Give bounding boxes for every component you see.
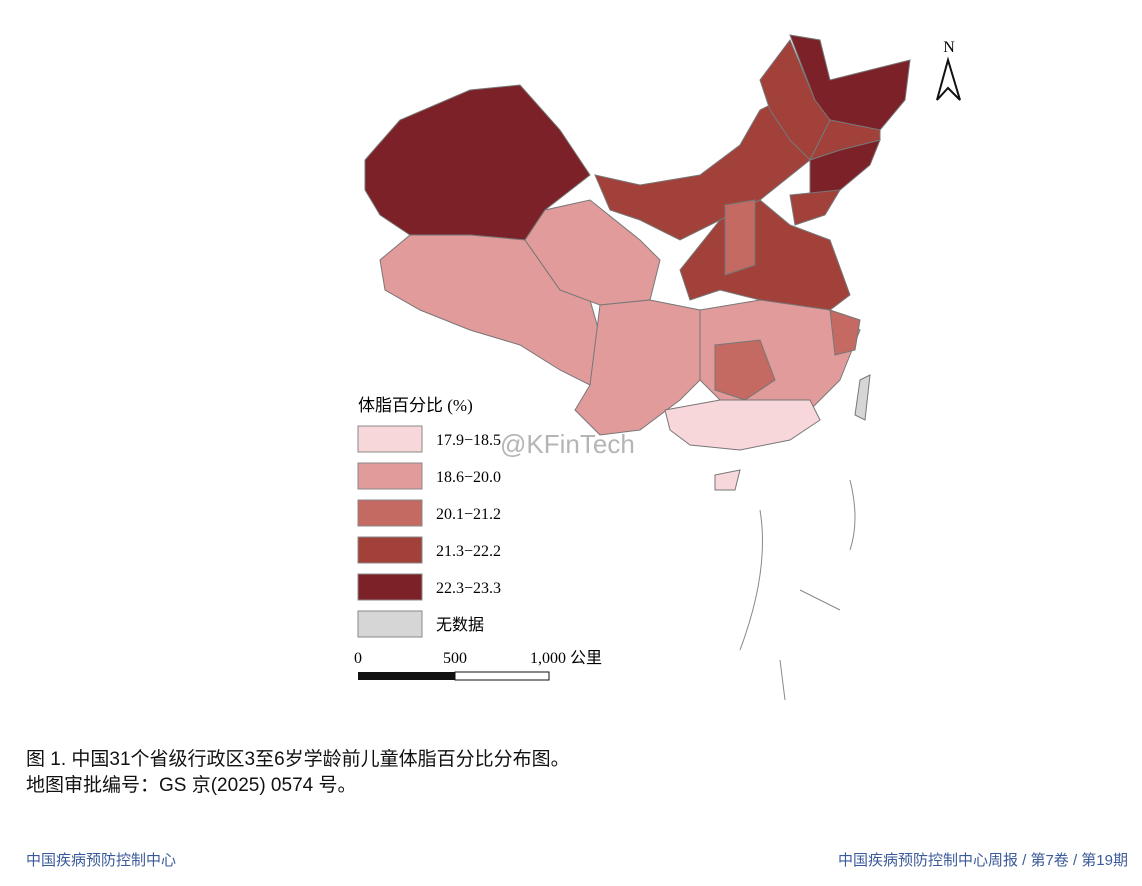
legend-label: 20.1−21.2	[436, 506, 501, 523]
caption: 地图审批编号：GS 京(2025) 0574 号。	[26, 775, 357, 796]
scale-label: 1,000 公里	[530, 649, 602, 667]
legend-swatch	[357, 425, 423, 453]
scale-bar	[454, 671, 550, 681]
region	[524, 199, 661, 306]
legend-swatch	[357, 610, 423, 638]
legend-label: 17.9−18.5	[436, 432, 501, 449]
legend-swatch	[357, 462, 423, 490]
legend-swatch	[357, 573, 423, 601]
region	[789, 34, 911, 131]
map: N 体脂百分比 (%) 17.9−18.5 18.6−20.0 20.1−21.2 2…	[354, 34, 961, 701]
region	[574, 299, 721, 436]
region	[664, 399, 821, 451]
region	[724, 199, 756, 276]
scale-label: 500	[443, 650, 467, 667]
provinces	[364, 34, 911, 491]
legend-swatch	[357, 536, 423, 564]
watermark: @KFinTech	[500, 429, 635, 459]
caption: 图 1. 中国31个省级行政区3至6岁学龄前儿童体脂百分比分布图。	[26, 749, 570, 770]
legend-swatch	[357, 499, 423, 527]
legend-label: 21.3−22.2	[436, 543, 501, 560]
region	[714, 339, 776, 401]
north-arrow	[936, 56, 961, 101]
sea-boundaries	[739, 479, 856, 701]
scale-label: 0	[354, 650, 362, 667]
footer-left: 中国疾病预防控制中心	[26, 852, 177, 869]
region	[854, 374, 871, 421]
legend-title: 体脂百分比 (%)	[358, 396, 473, 415]
region	[829, 309, 861, 356]
footer-right: 中国疾病预防控制中心周报 / 第7卷 / 第19期	[837, 852, 1128, 869]
region	[714, 469, 741, 491]
scale-bar	[358, 672, 455, 680]
region	[789, 189, 841, 226]
legend-label: 22.3−23.3	[436, 580, 501, 597]
region	[809, 119, 881, 161]
north-label: N	[943, 39, 955, 56]
legend-label: 18.6−20.0	[436, 469, 501, 486]
legend-label: 无数据	[436, 616, 484, 634]
legend: 17.9−18.5 18.6−20.0 20.1−21.2 21.3−22.2 22.3…	[357, 425, 501, 638]
